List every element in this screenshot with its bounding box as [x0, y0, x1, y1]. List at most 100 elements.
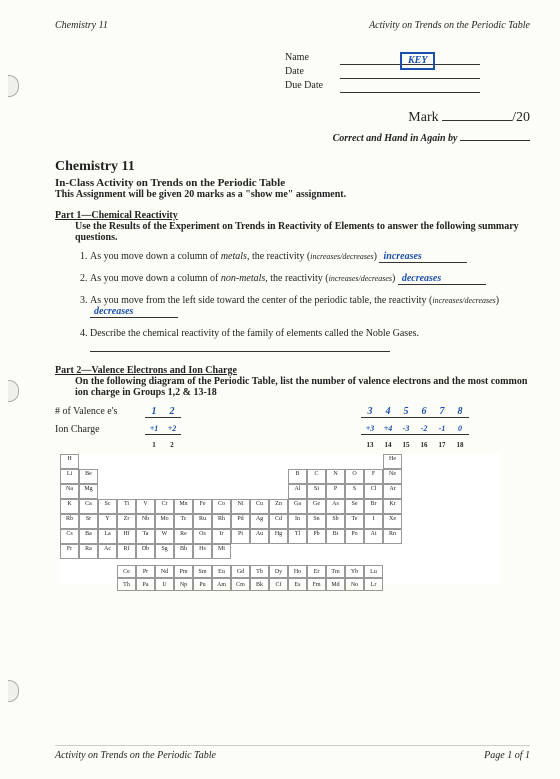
element-cell: Lu — [364, 565, 383, 578]
element-cell: W — [155, 529, 174, 544]
element-cell: Pm — [174, 565, 193, 578]
element-cell: Ni — [231, 499, 250, 514]
element-cell: Pd — [231, 514, 250, 529]
worksheet-page: Chemistry 11 Activity on Trends on the P… — [0, 0, 560, 779]
q4-answer-line — [90, 339, 390, 352]
element-cell: Zn — [269, 499, 288, 514]
ion-charge-row: Ion Charge +1 +2 +3 +4 -3 -2 -1 0 — [55, 424, 530, 435]
mark-label: Mark — [408, 110, 438, 125]
element-cell: Na — [60, 484, 79, 499]
element-cell: Cf — [269, 578, 288, 591]
element-cell: H — [60, 454, 79, 469]
element-cell: Rf — [117, 544, 136, 559]
element-cell: Y — [98, 514, 117, 529]
element-cell: Ce — [117, 565, 136, 578]
date-label: Date — [285, 65, 340, 79]
element-cell: Db — [136, 544, 155, 559]
element-cell: Pa — [136, 578, 155, 591]
ic-g14: +4 — [379, 424, 397, 435]
element-cell: Tc — [174, 514, 193, 529]
q3-answer: decreases — [90, 306, 178, 318]
element-cell: U — [155, 578, 174, 591]
element-cell: Os — [193, 529, 212, 544]
element-cell: Ca — [79, 499, 98, 514]
due-date-field — [340, 80, 480, 93]
mark-row: Mark /20 — [55, 108, 530, 126]
part1-instructions: Use the Results of the Experiment on Tre… — [75, 221, 530, 243]
element-cell: Pb — [307, 529, 326, 544]
element-cell: Es — [288, 578, 307, 591]
part1-heading: Part 1—Chemical Reactivity — [55, 210, 530, 221]
element-cell: Cs — [60, 529, 79, 544]
element-cell: Sb — [326, 514, 345, 529]
element-cell: Pt — [231, 529, 250, 544]
ic-g17: -1 — [433, 424, 451, 435]
element-cell: Nd — [155, 565, 174, 578]
element-cell: Nb — [136, 514, 155, 529]
element-cell: Cu — [250, 499, 269, 514]
q1: As you move down a column of metals, the… — [90, 251, 530, 263]
element-cell: No — [345, 578, 364, 591]
mark-field — [442, 108, 512, 121]
page-header: Chemistry 11 Activity on Trends on the P… — [55, 20, 530, 31]
element-cell: Al — [288, 484, 307, 499]
element-cell: B — [288, 469, 307, 484]
element-cell: Hs — [193, 544, 212, 559]
element-cell: Ir — [212, 529, 231, 544]
element-cell: Ar — [383, 484, 402, 499]
element-cell: Tb — [250, 565, 269, 578]
ic-g16: -2 — [415, 424, 433, 435]
name-label: Name — [285, 51, 340, 65]
name-block: Name KEY Date Due Date — [285, 51, 530, 93]
ic-g13: +3 — [361, 424, 379, 435]
element-cell: Au — [250, 529, 269, 544]
header-right: Activity on Trends on the Periodic Table — [369, 20, 530, 31]
element-cell: Ba — [79, 529, 98, 544]
element-cell: Xe — [383, 514, 402, 529]
element-cell: Ne — [383, 469, 402, 484]
element-cell: Rb — [60, 514, 79, 529]
element-cell: Ru — [193, 514, 212, 529]
element-cell: Mg — [79, 484, 98, 499]
part1: Part 1—Chemical Reactivity Use the Resul… — [55, 210, 530, 355]
correct-line: Correct and Hand in Again by — [55, 128, 530, 144]
element-cell: Co — [212, 499, 231, 514]
ve-g13: 3 — [361, 406, 379, 418]
element-cell: Fm — [307, 578, 326, 591]
element-cell: At — [364, 529, 383, 544]
element-cell: N — [326, 469, 345, 484]
element-cell: Si — [307, 484, 326, 499]
ve-g17: 7 — [433, 406, 451, 418]
element-cell: Se — [345, 499, 364, 514]
ic-g18: 0 — [451, 424, 469, 435]
element-cell: Hg — [269, 529, 288, 544]
element-cell: Sc — [98, 499, 117, 514]
element-cell: Mo — [155, 514, 174, 529]
ic-g2: +2 — [163, 424, 181, 435]
element-cell: Tm — [326, 565, 345, 578]
q4: Describe the chemical reactivity of the … — [90, 328, 530, 355]
element-cell: Ti — [117, 499, 136, 514]
page-title: Chemistry 11 — [55, 159, 530, 175]
element-cell: Bh — [174, 544, 193, 559]
part2-instructions: On the following diagram of the Periodic… — [75, 376, 530, 398]
element-cell: Ag — [250, 514, 269, 529]
element-cell: Yb — [345, 565, 364, 578]
element-cell: Pr — [136, 565, 155, 578]
part1-questions: As you move down a column of metals, the… — [55, 251, 530, 355]
element-cell: Cm — [231, 578, 250, 591]
page-subtitle: In-Class Activity on Trends on the Perio… — [55, 177, 530, 189]
element-cell: O — [345, 469, 364, 484]
ve-g2: 2 — [163, 406, 181, 418]
element-cell: Bi — [326, 529, 345, 544]
element-cell: Br — [364, 499, 383, 514]
ve-g1: 1 — [145, 406, 163, 418]
element-cell: Ra — [79, 544, 98, 559]
element-cell: Pu — [193, 578, 212, 591]
element-cell: Np — [174, 578, 193, 591]
element-cell: Re — [174, 529, 193, 544]
element-cell: Cr — [155, 499, 174, 514]
element-cell: Be — [79, 469, 98, 484]
element-cell: Mn — [174, 499, 193, 514]
ve-g15: 5 — [397, 406, 415, 418]
